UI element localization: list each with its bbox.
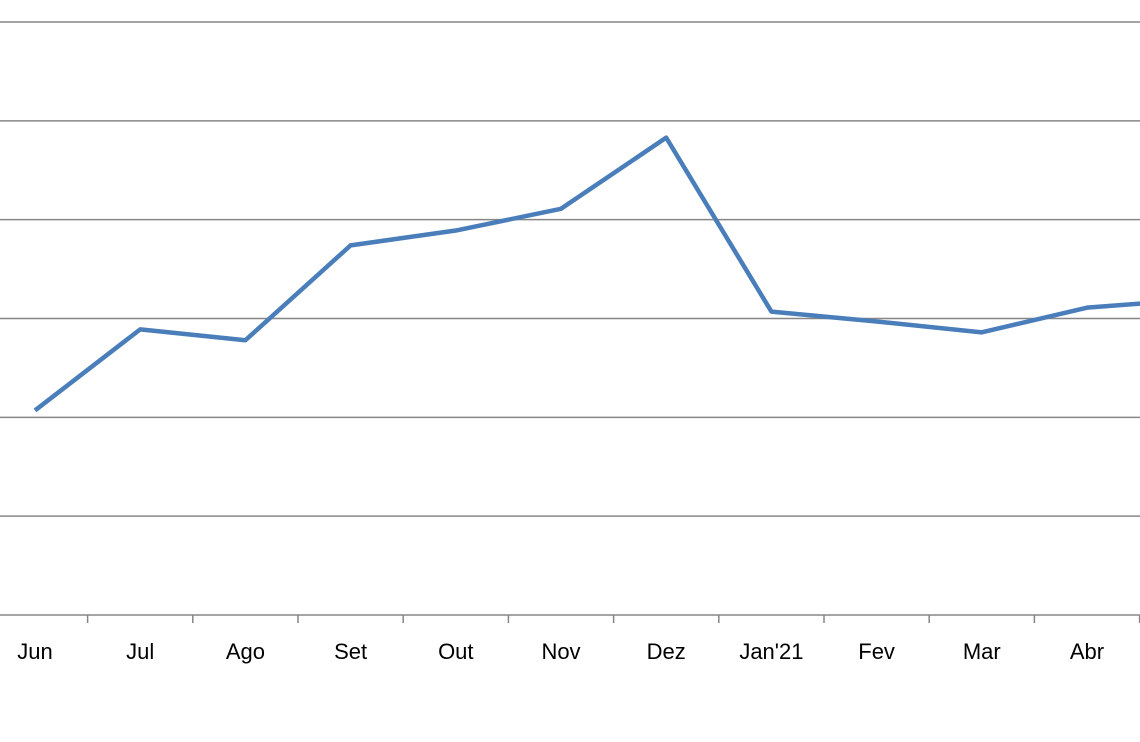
- x-tick-label: Set: [334, 639, 367, 664]
- x-tick-label: Jan'21: [739, 639, 803, 664]
- series-line: [33, 135, 1140, 413]
- x-tick-label: Out: [438, 639, 473, 664]
- x-tick-label: Nov: [541, 639, 580, 664]
- x-tick-label: Abr: [1070, 639, 1104, 664]
- x-tick-label: Jun: [17, 639, 52, 664]
- x-tick-label: Ago: [226, 639, 265, 664]
- x-tick-label: Jul: [126, 639, 154, 664]
- x-tick-label: Dez: [647, 639, 686, 664]
- x-tick-label: Fev: [858, 639, 895, 664]
- x-tick-label: Mar: [963, 639, 1001, 664]
